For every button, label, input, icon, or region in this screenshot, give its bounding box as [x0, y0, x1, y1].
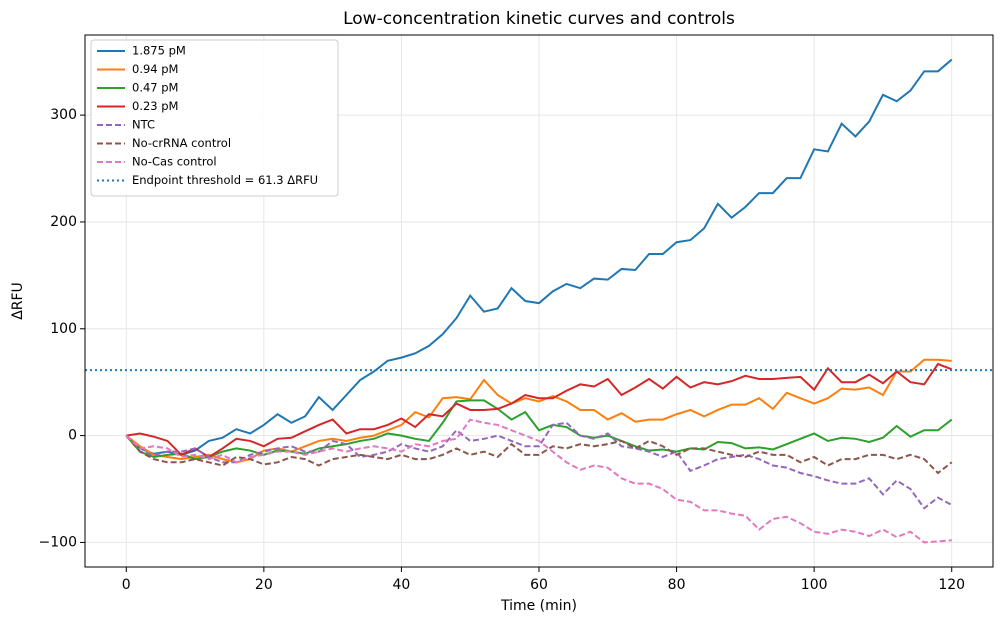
- legend-box: [90, 39, 339, 197]
- legend-label: NTC: [132, 118, 155, 132]
- legend-label: No-Cas control: [132, 155, 217, 169]
- x-tick-label: 0: [122, 577, 131, 593]
- x-tick-label: 100: [801, 577, 828, 593]
- legend-label: 1.875 pM: [132, 44, 186, 58]
- data-line: [125, 434, 953, 475]
- legend-label: 0.47 pM: [132, 81, 178, 95]
- x-tick-label: 20: [255, 577, 273, 593]
- data-line: [126, 362, 953, 459]
- legend: 1.875 pM 0.94 pM 0.47 pM 0.23 pM NTC No-crRNA…: [90, 39, 339, 197]
- data-line: [125, 421, 953, 510]
- y-tick-label: 200: [50, 214, 77, 230]
- plot-frame: [84, 34, 994, 568]
- y-tick-label: −100: [39, 534, 77, 550]
- y-tick-label: 0: [68, 428, 77, 444]
- x-axis-label: Time (min): [500, 598, 577, 614]
- x-tick-label: 40: [393, 577, 411, 593]
- data-line: [125, 358, 952, 464]
- data-line: [125, 58, 953, 456]
- data-line: [125, 418, 952, 544]
- x-tick-label: 60: [530, 577, 548, 593]
- legend-label: No-crRNA control: [132, 136, 231, 150]
- chart-title: Low-concentration kinetic curves and con…: [343, 9, 735, 29]
- legend-label: Endpoint threshold = 61.3 ΔRFU: [132, 173, 318, 187]
- x-tick-label: 120: [938, 577, 965, 593]
- legend-label: 0.23 pM: [132, 99, 178, 113]
- y-tick-label: 300: [50, 107, 77, 123]
- legend-label: 0.94 pM: [132, 62, 178, 76]
- y-tick-label: 100: [50, 321, 77, 337]
- y-axis-label: ΔRFU: [10, 282, 26, 320]
- x-tick-label: 80: [668, 577, 686, 593]
